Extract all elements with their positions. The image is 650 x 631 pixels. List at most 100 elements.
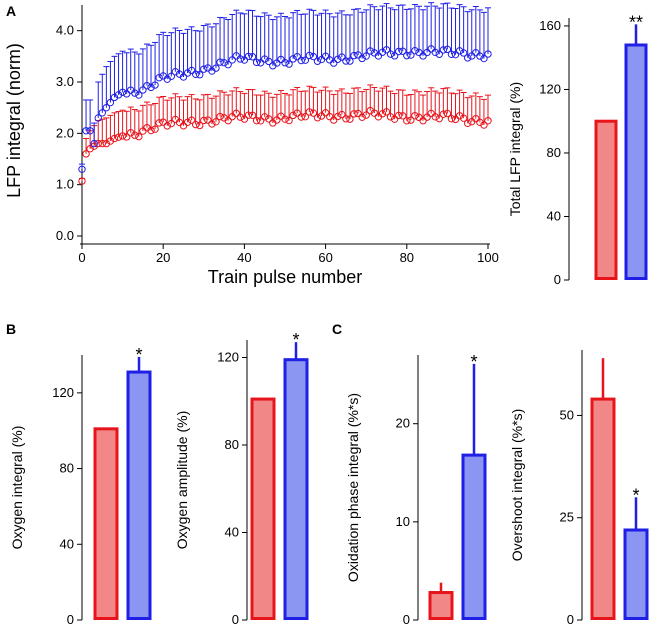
data-point: [362, 111, 370, 119]
y-axis-title: Oxidation phase integral (%*s): [345, 393, 361, 582]
data-point: [102, 103, 111, 112]
data-point: [309, 52, 318, 61]
data-point: [439, 46, 448, 54]
data-point: [106, 137, 115, 145]
data-point: [86, 145, 94, 153]
data-point: [447, 50, 456, 59]
data-point: [285, 60, 293, 68]
x-tick-label: 80: [400, 250, 414, 265]
y-tick-label: 10: [396, 514, 410, 529]
data-point: [118, 132, 127, 140]
data-point: [187, 66, 196, 75]
y-tick-label: 0: [232, 612, 239, 627]
panel-label-c: C: [332, 321, 342, 337]
data-point: [313, 57, 322, 65]
data-point: [98, 139, 107, 148]
data-point: [256, 59, 265, 67]
data-point: [350, 110, 358, 118]
y-tick-label: 0: [554, 272, 561, 287]
data-point: [472, 114, 480, 123]
data-point: [407, 51, 415, 59]
panel-label-b: B: [6, 321, 16, 337]
data-point: [183, 118, 192, 126]
data-point: [443, 109, 452, 118]
data-point: [224, 116, 232, 125]
data-point: [411, 46, 419, 55]
data-point: [232, 109, 240, 118]
data-point: [106, 98, 115, 107]
data-point: [342, 115, 350, 123]
data-point: [135, 91, 143, 99]
data-point: [118, 88, 127, 96]
data-point: [484, 117, 492, 125]
y-tick-label: 80: [547, 145, 561, 160]
data-point: [338, 110, 346, 119]
data-point: [419, 117, 427, 125]
chart-overshoot-integral: 0 25 50 Overshoot integral (%*s) *: [509, 350, 649, 627]
data-point: [362, 52, 370, 60]
data-point: [431, 113, 439, 121]
data-point: [98, 109, 107, 117]
data-point: [403, 51, 411, 60]
data-point: [94, 114, 102, 122]
y-axis-title: Overshoot integral (%*s): [509, 409, 525, 562]
data-point: [236, 113, 245, 121]
significance-marker: *: [632, 485, 639, 505]
data-point: [301, 112, 309, 121]
y-tick-label: 80: [60, 461, 74, 476]
chart-oxidation-phase-integral: 0 10 20 Oxidation phase integral (%*s) *: [345, 352, 487, 627]
y-tick-label: 50: [560, 407, 574, 422]
data-point: [382, 46, 391, 54]
data-point: [484, 50, 492, 58]
data-point: [244, 111, 253, 119]
data-point: [110, 93, 119, 102]
y-tick-label: 4.0: [56, 23, 74, 38]
data-point: [394, 111, 403, 120]
data-point: [147, 126, 155, 135]
data-point: [159, 118, 167, 126]
data-point: [386, 50, 395, 58]
data-point: [131, 131, 139, 139]
chart-oxygen-integral: 0 40 80 120 Oxygen integral (%) *: [9, 345, 152, 627]
significance-marker: *: [292, 330, 299, 350]
y-tick-label: 0: [67, 612, 74, 627]
y-tick-label: 120: [539, 81, 561, 96]
data-point: [252, 116, 261, 125]
data-point: [167, 72, 176, 81]
y-tick-label: 160: [539, 18, 561, 33]
bar-treated: [623, 528, 649, 620]
data-point: [431, 48, 439, 57]
data-point: [167, 119, 176, 128]
data-point: [216, 58, 224, 66]
data-point: [464, 119, 472, 128]
data-point: [78, 177, 86, 185]
y-tick-label: 0: [567, 612, 574, 627]
data-point: [155, 119, 163, 127]
data-point: [459, 114, 468, 122]
y-axis-title: Total LFP integral (%): [507, 82, 523, 216]
bar-control: [590, 397, 616, 620]
data-point: [321, 109, 330, 117]
data-point: [200, 65, 208, 73]
chart-train-pulse-lfp: 0.0 1.0 2.0 3.0 4.0 0 20 40 60 80 100 Train pulse n…: [4, 2, 499, 287]
data-point: [297, 56, 305, 65]
data-point: [212, 118, 220, 126]
data-point: [309, 109, 318, 117]
y-tick-label: 2.0: [56, 125, 74, 140]
data-point: [273, 116, 281, 124]
data-point: [244, 52, 253, 61]
data-point: [370, 109, 379, 117]
data-point: [86, 127, 94, 135]
significance-marker: *: [470, 352, 477, 372]
data-point: [435, 114, 443, 123]
data-point: [386, 113, 395, 121]
data-point: [261, 113, 269, 121]
data-point: [179, 73, 188, 81]
y-tick-label: 20: [396, 416, 410, 431]
chart-oxygen-amplitude: 0 40 80 120 Oxygen amplitude (%) *: [174, 330, 309, 627]
significance-marker: **: [629, 12, 643, 32]
data-point: [423, 113, 431, 121]
y-tick-label: 0.0: [56, 228, 74, 243]
bar-control: [594, 119, 618, 280]
